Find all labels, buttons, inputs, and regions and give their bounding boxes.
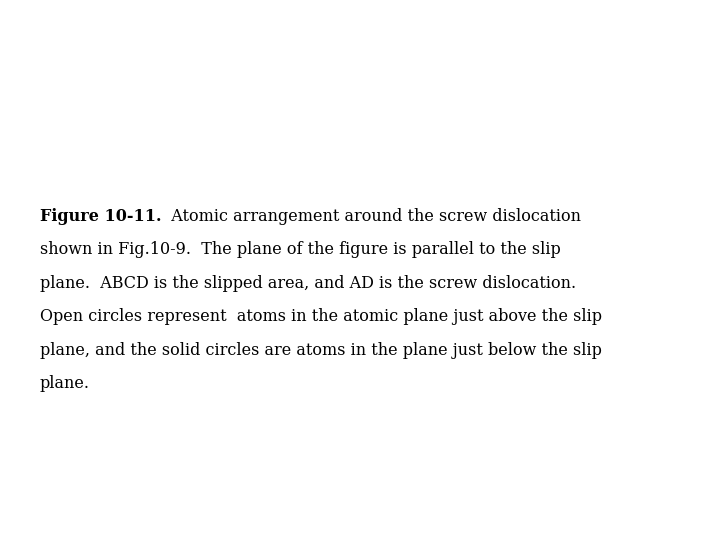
Text: Figure 10-11.: Figure 10-11.	[40, 208, 161, 225]
Text: shown in Fig.10-9.  The plane of the figure is parallel to the slip: shown in Fig.10-9. The plane of the figu…	[40, 241, 560, 258]
Text: plane.: plane.	[40, 375, 89, 392]
Text: Open circles represent  atoms in the atomic plane just above the slip: Open circles represent atoms in the atom…	[40, 308, 602, 325]
Text: Atomic arrangement around the screw dislocation: Atomic arrangement around the screw disl…	[161, 208, 581, 225]
Text: plane, and the solid circles are atoms in the plane just below the slip: plane, and the solid circles are atoms i…	[40, 342, 601, 359]
Text: plane.  ABCD is the slipped area, and AD is the screw dislocation.: plane. ABCD is the slipped area, and AD …	[40, 275, 576, 292]
